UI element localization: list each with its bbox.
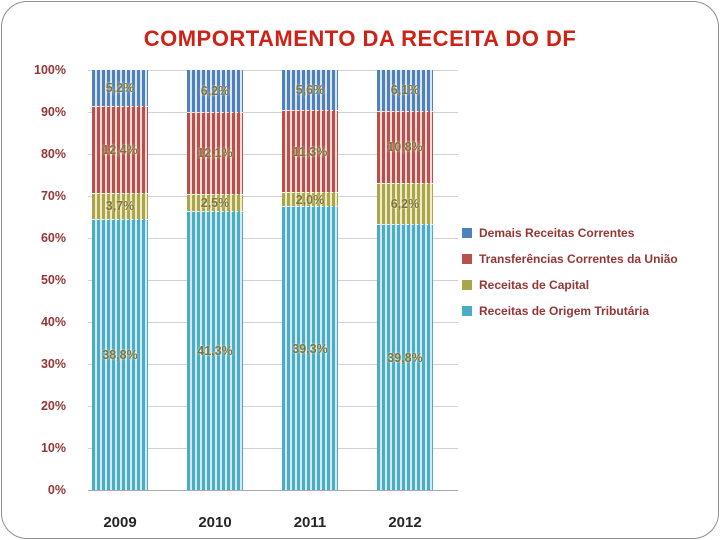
legend-label: Receitas de Origem Tributária	[479, 304, 650, 318]
y-tick-label: 80%	[40, 147, 66, 161]
bar-segment: 6,2%	[377, 182, 433, 225]
bar-segment: 6,1%	[377, 70, 433, 111]
chart-title: COMPORTAMENTO DA RECEITA DO DF	[143, 26, 577, 51]
bar-segment: 12,1%	[187, 111, 243, 194]
bar-2009: 5,2% 12,4% 3,7% 38,8%	[92, 70, 148, 490]
legend-item: Demais Receitas Correntes	[462, 220, 678, 246]
y-tick-label: 60%	[40, 231, 66, 245]
y-tick-label: 40%	[40, 315, 66, 329]
y-tick-label: 0%	[47, 483, 66, 497]
plot-area: 5,2% 12,4% 3,7% 38,8% 6,2% 12,1% 2,5% 41,3% 5,6%…	[88, 70, 458, 491]
y-tick-label: 50%	[40, 273, 66, 287]
gridline	[88, 154, 458, 155]
legend-item: Receitas de Capital	[462, 272, 678, 298]
data-label: 6,2%	[390, 197, 420, 212]
legend-item: Transferências Correntes da União	[462, 246, 678, 272]
bar-segment: 2,5%	[187, 193, 243, 211]
data-label: 5,6%	[295, 83, 325, 98]
x-axis-labels: 2009 2010 2011 2012	[0, 514, 720, 538]
gridline	[88, 280, 458, 281]
legend-swatch-icon	[462, 306, 472, 316]
x-tick-label: 2012	[388, 514, 422, 531]
y-tick-label: 100%	[34, 63, 66, 77]
bar-segment: 38,8%	[92, 218, 148, 490]
bar-segment: 5,6%	[282, 70, 338, 111]
data-label: 2,5%	[200, 195, 230, 210]
legend-label: Receitas de Capital	[479, 278, 590, 292]
data-label: 5,2%	[105, 81, 135, 96]
bar-segment: 5,2%	[92, 70, 148, 107]
y-tick-label: 90%	[40, 105, 66, 119]
bar-segment: 39,3%	[282, 206, 338, 490]
y-tick-label: 20%	[40, 399, 66, 413]
data-label: 39,3%	[292, 341, 328, 356]
gridline	[88, 70, 458, 71]
gridline	[88, 112, 458, 113]
bar-segment: 10,8%	[377, 110, 433, 183]
bars-layer: 5,2% 12,4% 3,7% 38,8% 6,2% 12,1% 2,5% 41,3% 5,6%…	[88, 70, 458, 490]
bar-segment: 2,0%	[282, 191, 338, 207]
y-tick-label: 10%	[40, 441, 66, 455]
bar-segment: 41,3%	[187, 210, 243, 490]
x-tick-label: 2009	[103, 514, 137, 531]
legend-swatch-icon	[462, 280, 472, 290]
x-tick-label: 2010	[198, 514, 232, 531]
bar-2012: 6,1% 10,8% 6,2% 39,8%	[377, 70, 433, 490]
data-label: 3,7%	[105, 199, 135, 214]
gridline	[88, 196, 458, 197]
data-label: 39,8%	[387, 350, 423, 365]
data-label: 2,0%	[295, 192, 325, 207]
bar-segment: 3,7%	[92, 192, 148, 219]
data-label: 12,4%	[102, 143, 138, 158]
legend-item: Receitas de Origem Tributária	[462, 298, 678, 324]
bar-2010: 6,2% 12,1% 2,5% 41,3%	[187, 70, 243, 490]
y-axis-labels: 100% 90% 80% 70% 60% 50% 40% 30% 20% 10% 0%	[0, 63, 66, 497]
data-label: 10,8%	[387, 140, 423, 155]
gridline	[88, 238, 458, 239]
gridlines	[88, 70, 458, 491]
data-label: 11,3%	[292, 144, 328, 159]
legend: Demais Receitas Correntes Transferências …	[462, 220, 678, 324]
gridline	[88, 322, 458, 323]
legend-swatch-icon	[462, 228, 472, 238]
legend-swatch-icon	[462, 254, 472, 264]
data-label: 6,1%	[390, 83, 420, 98]
y-tick-label: 30%	[40, 357, 66, 371]
gridline	[88, 406, 458, 407]
bar-segment: 6,2%	[187, 70, 243, 112]
legend-label: Demais Receitas Correntes	[479, 226, 635, 240]
gridline	[88, 364, 458, 365]
bar-segment: 12,4%	[92, 106, 148, 193]
gridline	[88, 490, 458, 491]
gridline	[88, 448, 458, 449]
bar-2011: 5,6% 11,3% 2,0% 39,3%	[282, 70, 338, 490]
bar-segment: 11,3%	[282, 110, 338, 192]
data-label: 41,3%	[197, 343, 233, 358]
data-label: 38,8%	[102, 347, 138, 362]
y-tick-label: 70%	[40, 189, 66, 203]
data-label: 6,2%	[200, 83, 230, 98]
data-label: 12,1%	[197, 146, 233, 161]
x-tick-label: 2011	[293, 514, 327, 531]
bar-segment: 39,8%	[377, 224, 433, 490]
legend-label: Transferências Correntes da União	[479, 252, 678, 266]
